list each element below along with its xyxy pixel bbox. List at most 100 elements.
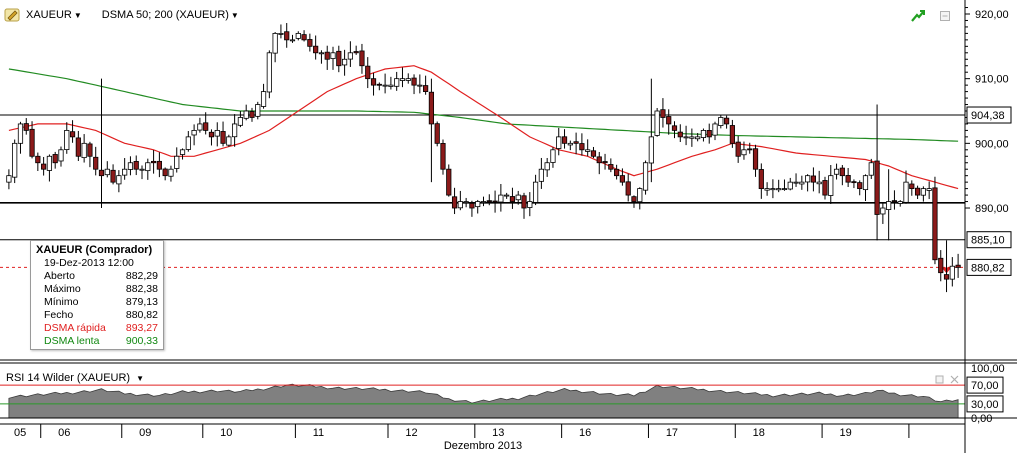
day-label: 16 — [579, 427, 591, 439]
candle-body — [330, 52, 336, 59]
candle-body — [614, 168, 620, 177]
candle-body — [278, 32, 284, 35]
candle-body — [93, 156, 99, 170]
rsi-label-box — [966, 376, 1004, 394]
candle-body — [46, 155, 53, 171]
candle-body — [706, 130, 712, 138]
candle-body — [932, 187, 938, 261]
candle-body — [469, 202, 475, 209]
chevron-down-icon: ▼ — [73, 11, 82, 20]
candle-body — [226, 136, 232, 146]
candle-body — [839, 167, 845, 177]
candle-body — [521, 195, 527, 209]
candle-body — [23, 123, 29, 131]
candle-body — [29, 128, 35, 157]
candle-body — [457, 201, 463, 209]
fast-ma — [8, 65, 959, 190]
candle-body — [799, 181, 805, 185]
close-panel-icon[interactable] — [940, 11, 950, 24]
candle-body — [162, 168, 168, 177]
day-label: 17 — [666, 427, 678, 439]
day-label: 19 — [839, 427, 851, 439]
candle-body — [197, 123, 203, 131]
price-tick-label: 910,00 — [975, 74, 1009, 86]
rsi-panel — [0, 363, 965, 419]
candle-body — [174, 155, 180, 169]
candle-body — [602, 161, 608, 164]
rsi-area — [8, 383, 959, 419]
pencil-icon[interactable] — [4, 8, 20, 22]
candle-body — [573, 141, 579, 144]
candle-body — [440, 143, 446, 170]
rsi-label-box — [966, 395, 1004, 413]
price-label-box — [966, 231, 1012, 249]
candle-body — [301, 34, 307, 41]
candle-body — [764, 188, 770, 191]
candle-body — [145, 162, 151, 172]
candle-body — [289, 39, 296, 42]
candle-body — [260, 91, 267, 107]
indicator-selector[interactable]: DSMA 50; 200 (XAUEUR) ▼ — [101, 9, 239, 21]
trend-icon[interactable] — [910, 9, 926, 26]
candle-body — [492, 200, 498, 203]
candle-body — [110, 169, 116, 183]
candle-body — [695, 136, 701, 140]
price-tick-label: 890,00 — [975, 203, 1009, 215]
last-price-box — [966, 258, 1012, 276]
candle-body — [127, 162, 134, 170]
candle-body — [805, 175, 811, 183]
candle-body — [828, 175, 834, 196]
candle-body — [758, 169, 764, 190]
candle-body — [637, 188, 643, 203]
candle-body — [914, 187, 921, 196]
candle-body — [909, 183, 915, 190]
candle-body — [666, 116, 672, 125]
chevron-down-icon: ▼ — [136, 373, 144, 383]
candle-body — [938, 257, 944, 274]
candle-body — [810, 175, 817, 183]
candle-body — [926, 188, 932, 191]
last-price-label: 880,82 — [971, 262, 1005, 274]
candle-body — [504, 194, 510, 197]
candle-body — [382, 84, 388, 87]
candle-body — [139, 168, 145, 171]
candle-body — [318, 52, 325, 55]
day-label: 18 — [753, 427, 765, 439]
candle-body — [718, 117, 724, 126]
candle-body — [886, 201, 892, 210]
candle-body — [787, 181, 793, 190]
candle-body — [347, 52, 353, 60]
candle-body — [567, 142, 573, 146]
candle-body — [52, 154, 58, 164]
symbol-selector[interactable]: XAUEUR ▼ — [26, 9, 82, 21]
candle-body — [191, 130, 197, 136]
candle-body — [677, 131, 683, 138]
candle-body — [434, 123, 440, 144]
candle-body — [98, 169, 105, 177]
candle-body — [857, 182, 863, 190]
candle-body — [955, 264, 961, 268]
candle-body — [394, 78, 400, 87]
candle-body — [359, 50, 365, 67]
day-label: 09 — [139, 427, 151, 439]
candle-body — [284, 31, 290, 41]
candle-body — [747, 148, 753, 151]
day-label: 12 — [405, 427, 417, 439]
rsi-axis: 100,00 70,00 30,00 0,00 — [966, 363, 1005, 425]
rsi-toolbar[interactable]: RSI 14 Wilder (XAUEUR) ▼ — [6, 372, 144, 384]
day-label: 06 — [58, 427, 70, 439]
candle-body — [833, 168, 840, 175]
candle-body — [729, 125, 735, 144]
day-label: 11 — [313, 427, 324, 439]
candle-body — [509, 196, 516, 202]
candle-body — [556, 136, 562, 149]
price-tick-label: 900,00 — [975, 138, 1009, 150]
time-axis-bg — [0, 424, 1017, 453]
candle-body — [550, 149, 556, 163]
candle-body — [527, 201, 533, 208]
candle-body — [255, 104, 261, 117]
rsi-minimize-icon — [935, 375, 944, 384]
candle-body — [660, 109, 666, 118]
